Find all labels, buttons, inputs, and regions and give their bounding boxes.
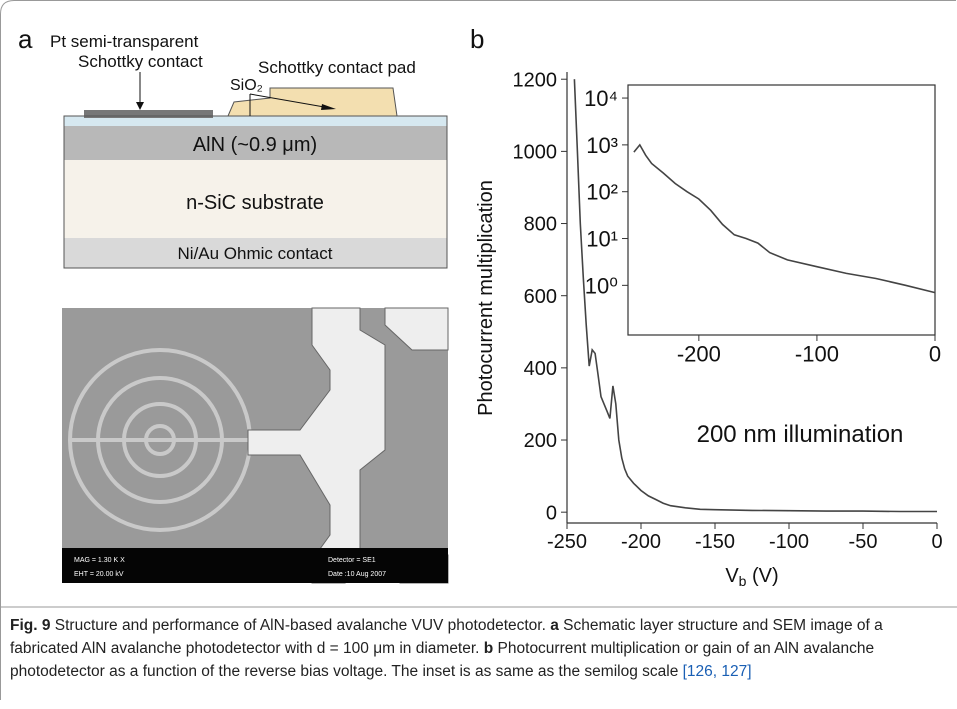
x-tick-label: -100: [769, 531, 809, 553]
aln-layer: [64, 126, 447, 160]
label: Schottky contact: [78, 52, 203, 71]
y-tick-label: 600: [524, 286, 557, 308]
x-tick-label: -200: [677, 342, 721, 367]
x-axis-label: Vb (V): [725, 565, 778, 589]
y-tick-label: 1200: [513, 69, 558, 91]
x-tick-label: 0: [929, 342, 941, 367]
y-axis-label: Photocurrent multiplication: [475, 180, 497, 416]
data-line: [573, 79, 937, 513]
layer-label: n-SiC substrate: [186, 192, 324, 214]
y-tick-label: 200: [524, 430, 557, 452]
label: SiO₂: [230, 77, 263, 94]
x-tick-label: -200: [621, 531, 661, 553]
sem-pad: [247, 307, 386, 584]
x-tick-label: 0: [931, 531, 942, 553]
y-tick-label: 400: [524, 358, 557, 380]
arrow-head: [136, 102, 144, 110]
x-tick-label: -250: [547, 531, 587, 553]
caption: Fig. 9 Structure and performance of AlN-…: [10, 614, 945, 683]
y-tick-label: 10¹: [586, 226, 618, 251]
sio2-layer: [64, 116, 447, 126]
layer-label: AlN (~0.9 μm): [193, 134, 317, 156]
arrow: [249, 93, 331, 109]
sem-info: Detector = SE1: [328, 557, 376, 564]
caption-b-text: Photocurrent multiplication or gain of a…: [10, 640, 875, 680]
schematic-border: [63, 115, 448, 269]
substrate-layer: [64, 160, 447, 238]
x-label-unit: (V): [746, 565, 778, 587]
inset-frame: [627, 84, 936, 336]
x-label-sub: b: [739, 573, 747, 589]
sem-rings: [68, 348, 252, 532]
caption-b: b: [483, 640, 494, 657]
y-tick-label: 10²: [586, 180, 618, 205]
x-label-symbol: V: [725, 565, 739, 587]
label: Pt semi-transparent: [50, 32, 199, 51]
data-line: [633, 143, 936, 294]
x-tick-label: -50: [849, 531, 878, 553]
sem-info: EHT = 20.00 kV: [74, 571, 124, 578]
y-tick-label: 0: [546, 502, 557, 524]
arrow-head: [321, 104, 336, 110]
label: Schottky contact pad: [258, 58, 416, 77]
sem-info-bar: [62, 548, 448, 583]
caption-fig: Fig. 9: [10, 617, 51, 634]
y-tick-label: 800: [524, 214, 557, 236]
annotation: 200 nm illumination: [697, 421, 904, 448]
y-tick-label: 10⁰: [585, 273, 618, 298]
layer-label: Ni/Au Ohmic contact: [178, 244, 333, 263]
y-tick-label: 10³: [586, 133, 618, 158]
caption-title: Structure and performance of AlN-based a…: [50, 617, 551, 634]
caption-refs[interactable]: [126, 127]: [682, 663, 752, 680]
sem-info: MAG = 1.30 K X: [74, 557, 125, 564]
x-tick-label: -100: [795, 342, 839, 367]
x-tick-label: -150: [695, 531, 735, 553]
ohmic-layer: [64, 238, 447, 268]
panel-label: a: [18, 24, 33, 54]
sem-info: Date :10 Aug 2007: [328, 571, 386, 578]
y-tick-label: 1000: [513, 142, 558, 164]
caption-a: a: [550, 617, 559, 634]
pt-contact: [84, 110, 213, 118]
panel-label: b: [470, 24, 484, 54]
sem-pad: [384, 307, 449, 351]
y-tick-label: 10⁴: [584, 86, 618, 111]
caption-a-text: Schematic layer structure and SEM image …: [10, 617, 883, 657]
